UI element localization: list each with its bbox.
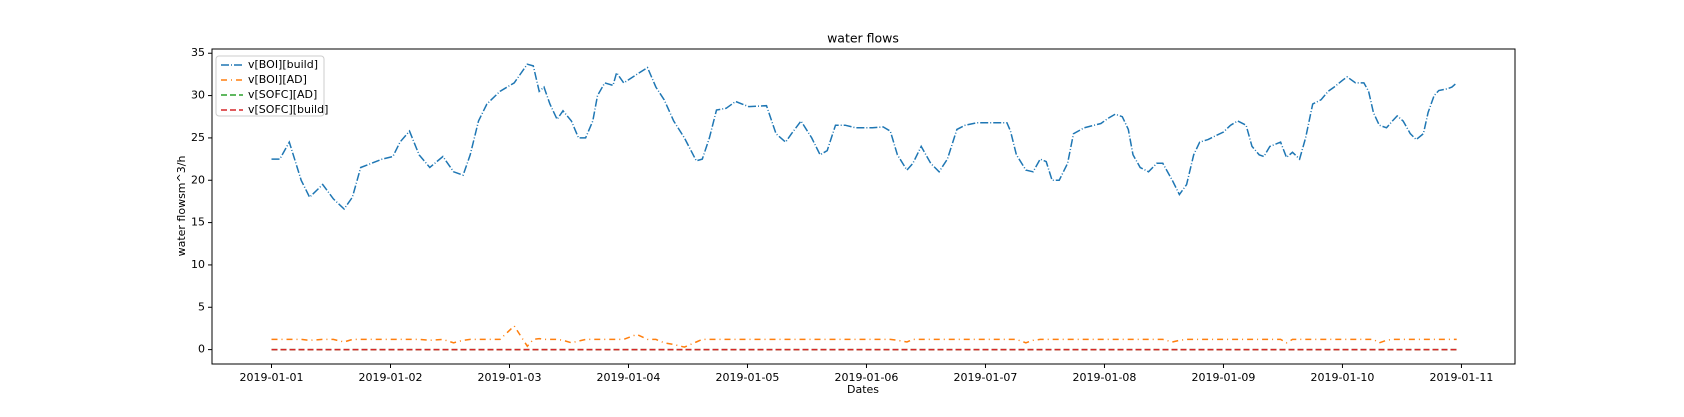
- y-axis-label: water flowsm^3/h: [175, 156, 188, 257]
- x-axis-label: Dates: [847, 383, 879, 396]
- legend-label: v[SOFC][AD]: [248, 88, 317, 101]
- y-tick-label: 15: [191, 216, 205, 229]
- x-tick-label: 2019-01-10: [1310, 371, 1374, 384]
- legend-label: v[BOI][AD]: [248, 73, 307, 86]
- y-tick-label: 0: [198, 343, 205, 356]
- y-tick-label: 20: [191, 173, 205, 186]
- chart-title: water flows: [827, 31, 899, 46]
- legend-label: v[SOFC][build]: [248, 103, 328, 116]
- x-tick-label: 2019-01-03: [478, 371, 542, 384]
- y-tick-label: 25: [191, 131, 205, 144]
- x-tick-label: 2019-01-09: [1191, 371, 1255, 384]
- x-tick-label: 2019-01-02: [359, 371, 423, 384]
- plot-frame: [211, 48, 1516, 365]
- x-tick-label: 2019-01-01: [240, 371, 304, 384]
- legend-label: v[BOI][build]: [248, 58, 318, 71]
- x-tick-label: 2019-01-04: [597, 371, 661, 384]
- x-tick-label: 2019-01-08: [1072, 371, 1136, 384]
- x-tick-label: 2019-01-06: [835, 371, 899, 384]
- x-tick-label: 2019-01-07: [954, 371, 1018, 384]
- series-line: [271, 63, 1458, 211]
- y-tick-label: 10: [191, 258, 205, 271]
- legend-box: [215, 55, 325, 117]
- y-tick-label: 30: [191, 89, 205, 102]
- x-tick-label: 2019-01-05: [716, 371, 780, 384]
- series-line: [271, 324, 1457, 348]
- y-tick-label: 35: [191, 46, 205, 59]
- y-tick-label: 5: [198, 300, 205, 313]
- x-tick-label: 2019-01-11: [1429, 371, 1493, 384]
